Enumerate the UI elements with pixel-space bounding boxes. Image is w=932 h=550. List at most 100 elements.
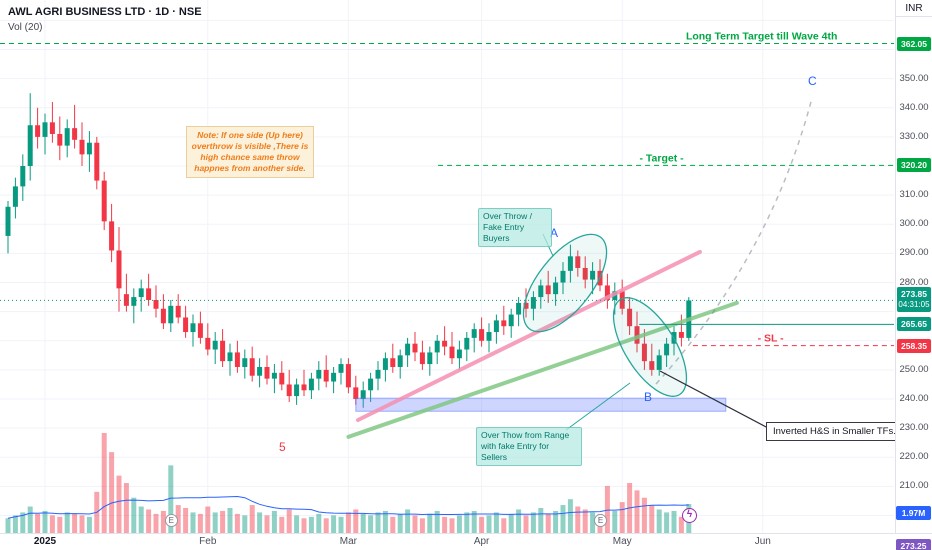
volume-bar (227, 508, 233, 533)
candle-body (242, 358, 248, 367)
candle-body (656, 355, 662, 370)
volume-bar (397, 513, 403, 533)
volume-bar (190, 512, 196, 533)
candle-body (575, 256, 581, 268)
inverted-hs-label[interactable]: Inverted H&S in Smaller TFs. (766, 422, 903, 441)
candle-body (501, 320, 507, 327)
volume-bar (146, 509, 152, 533)
volume-bar (109, 452, 115, 533)
candle-body (101, 180, 107, 222)
volume-bar (86, 516, 92, 533)
projection-path-to-c[interactable] (655, 97, 813, 385)
volume-bar (308, 516, 314, 533)
volume-bar (530, 512, 536, 533)
price-level-lines[interactable]: Long Term Target till Wave 4th - Target -… (0, 31, 894, 347)
sellers-callout-line[interactable] (565, 382, 631, 431)
price-axis[interactable]: INR 350.00 340.00 330.00 310.00 300.00 290.00… (895, 0, 932, 533)
level-label: Long Term Target till Wave 4th (686, 31, 838, 43)
candle-body (538, 285, 544, 298)
price-tick-label: 220.00 (899, 451, 929, 463)
candle-body (271, 372, 277, 379)
volume-bar (168, 465, 174, 533)
candle-body (664, 343, 670, 356)
note-text-box[interactable]: Note: If one side (Up here) overthrow is… (186, 126, 314, 179)
candle-body (57, 133, 63, 146)
candle-body (131, 297, 137, 306)
volume-ma-line (7, 495, 689, 519)
wave-label-b[interactable]: B (644, 390, 653, 404)
price-tick-label: 280.00 (899, 276, 929, 288)
hs-pointer-line[interactable] (659, 370, 771, 430)
earnings-icon[interactable]: E (164, 514, 178, 527)
candle-body (449, 346, 455, 359)
time-axis[interactable]: 2025 Feb Mar Apr May Jun (0, 533, 932, 550)
volume-bar (456, 515, 462, 533)
volume-bar (501, 518, 507, 533)
chart-plot-area[interactable]: Long Term Target till Wave 4th - Target -… (0, 0, 903, 533)
volume-ma-polyline (7, 495, 689, 519)
support-trendline (346, 300, 739, 439)
annotation-drawings[interactable] (508, 97, 813, 431)
flash-icon[interactable]: ϟ (682, 508, 697, 523)
volume-bar (575, 506, 581, 533)
wave-label-c[interactable]: C (808, 74, 817, 88)
chart-legend: AWL AGRI BUSINESS LTD · 1D · NSE Vol (20… (8, 6, 202, 33)
candle-body (294, 384, 300, 397)
candle-body (264, 366, 270, 379)
volume-bar (316, 513, 322, 533)
candle-body (168, 305, 174, 324)
candle-body (567, 256, 573, 271)
volume-bar (160, 510, 166, 533)
wave-label-a[interactable]: A (550, 226, 559, 240)
volume-bar (64, 512, 70, 533)
candle-body (79, 139, 85, 155)
overthrow-sellers-callout[interactable]: Over Thow from Range with fake Entry for… (476, 427, 582, 467)
volume-bar (220, 510, 226, 533)
candle-body (153, 299, 159, 309)
volume-bar (257, 512, 263, 533)
volume-bar (79, 515, 85, 533)
volume-bar (382, 510, 388, 533)
volume-bar (323, 518, 329, 533)
volume-bar (279, 516, 285, 533)
price-tick-label: 340.00 (899, 101, 929, 113)
candle-body (368, 378, 374, 391)
candle-body (427, 352, 433, 365)
overthrow-buyers-callout[interactable]: Over Throw / Fake Entry Buyers (478, 208, 552, 248)
price-tick-label: 350.00 (899, 72, 929, 84)
volume-bar (560, 505, 566, 533)
volume-bar (427, 513, 433, 533)
overthrow-ellipse-bottom[interactable] (599, 286, 701, 407)
volume-bar (464, 512, 470, 533)
price-chart-canvas[interactable]: Long Term Target till Wave 4th - Target -… (0, 0, 894, 533)
volume-bar (619, 502, 625, 533)
candle-body (604, 285, 610, 300)
trend-drawings[interactable] (346, 249, 739, 439)
volume-bar (294, 515, 300, 533)
candle-body (464, 337, 470, 350)
volume-bar (538, 508, 544, 533)
volume-bar (242, 515, 248, 533)
price-tick-label: 300.00 (899, 218, 929, 230)
overthrow-ellipse-top[interactable] (508, 221, 622, 346)
volume-bar (271, 510, 277, 533)
volume-bar (471, 510, 477, 533)
symbol-title[interactable]: AWL AGRI BUSINESS LTD · 1D · NSE (8, 6, 202, 18)
volume-bar (641, 497, 647, 533)
candle-body (109, 221, 115, 251)
candle-body (382, 358, 388, 370)
candle-body (530, 297, 536, 309)
candle-body (338, 364, 344, 373)
volume-indicator-label[interactable]: Vol (20) (8, 22, 43, 33)
earnings-icon[interactable]: E (594, 514, 607, 527)
volume-bar (212, 512, 218, 533)
wave-label-5[interactable]: 5 (279, 440, 286, 454)
resistance-trendline (356, 249, 702, 422)
price-tick-label: 230.00 (899, 422, 929, 434)
candle-body (619, 291, 625, 309)
candle-body (316, 369, 322, 379)
price-tick-label: 210.00 (899, 480, 929, 492)
candle-body (353, 387, 359, 400)
candle-body (301, 384, 307, 391)
volume-bar (479, 516, 485, 533)
